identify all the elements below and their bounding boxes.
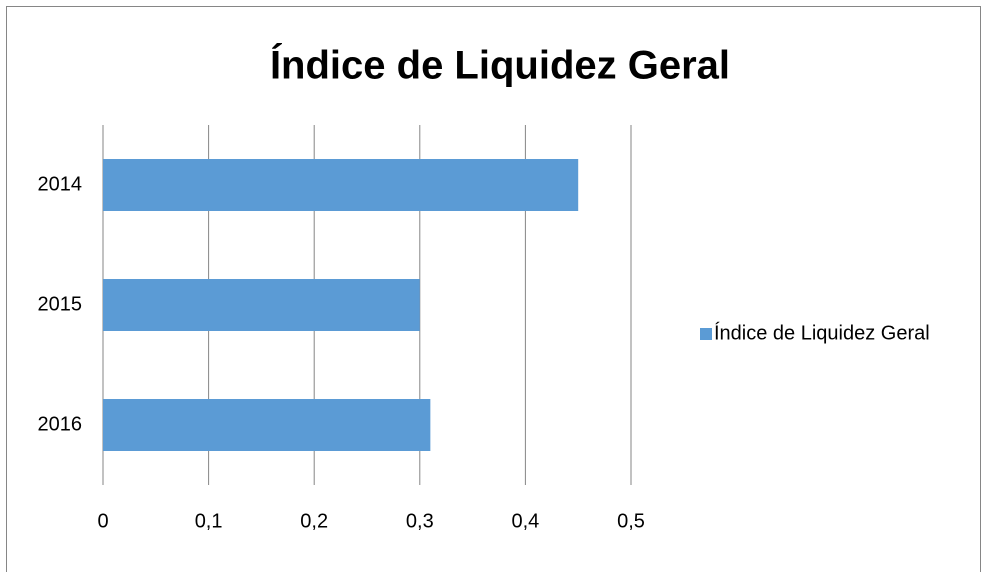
bar [103, 399, 431, 451]
bar [103, 279, 420, 331]
x-tick-label: 0,3 [406, 510, 434, 532]
bar [103, 159, 579, 211]
legend-label: Índice de Liquidez Geral [714, 321, 930, 344]
x-tick-label: 0,4 [511, 510, 539, 532]
chart-title: Índice de Liquidez Geral [270, 43, 730, 88]
x-tick-label: 0,2 [300, 510, 328, 532]
y-tick-label: 2014 [38, 173, 83, 195]
y-tick-label: 2015 [38, 293, 83, 315]
x-tick-label: 0,5 [617, 510, 645, 532]
x-tick-label: 0,1 [195, 510, 223, 532]
y-tick-label: 2016 [38, 413, 83, 435]
x-tick-label: 0 [97, 510, 108, 532]
legend-swatch [700, 328, 712, 340]
